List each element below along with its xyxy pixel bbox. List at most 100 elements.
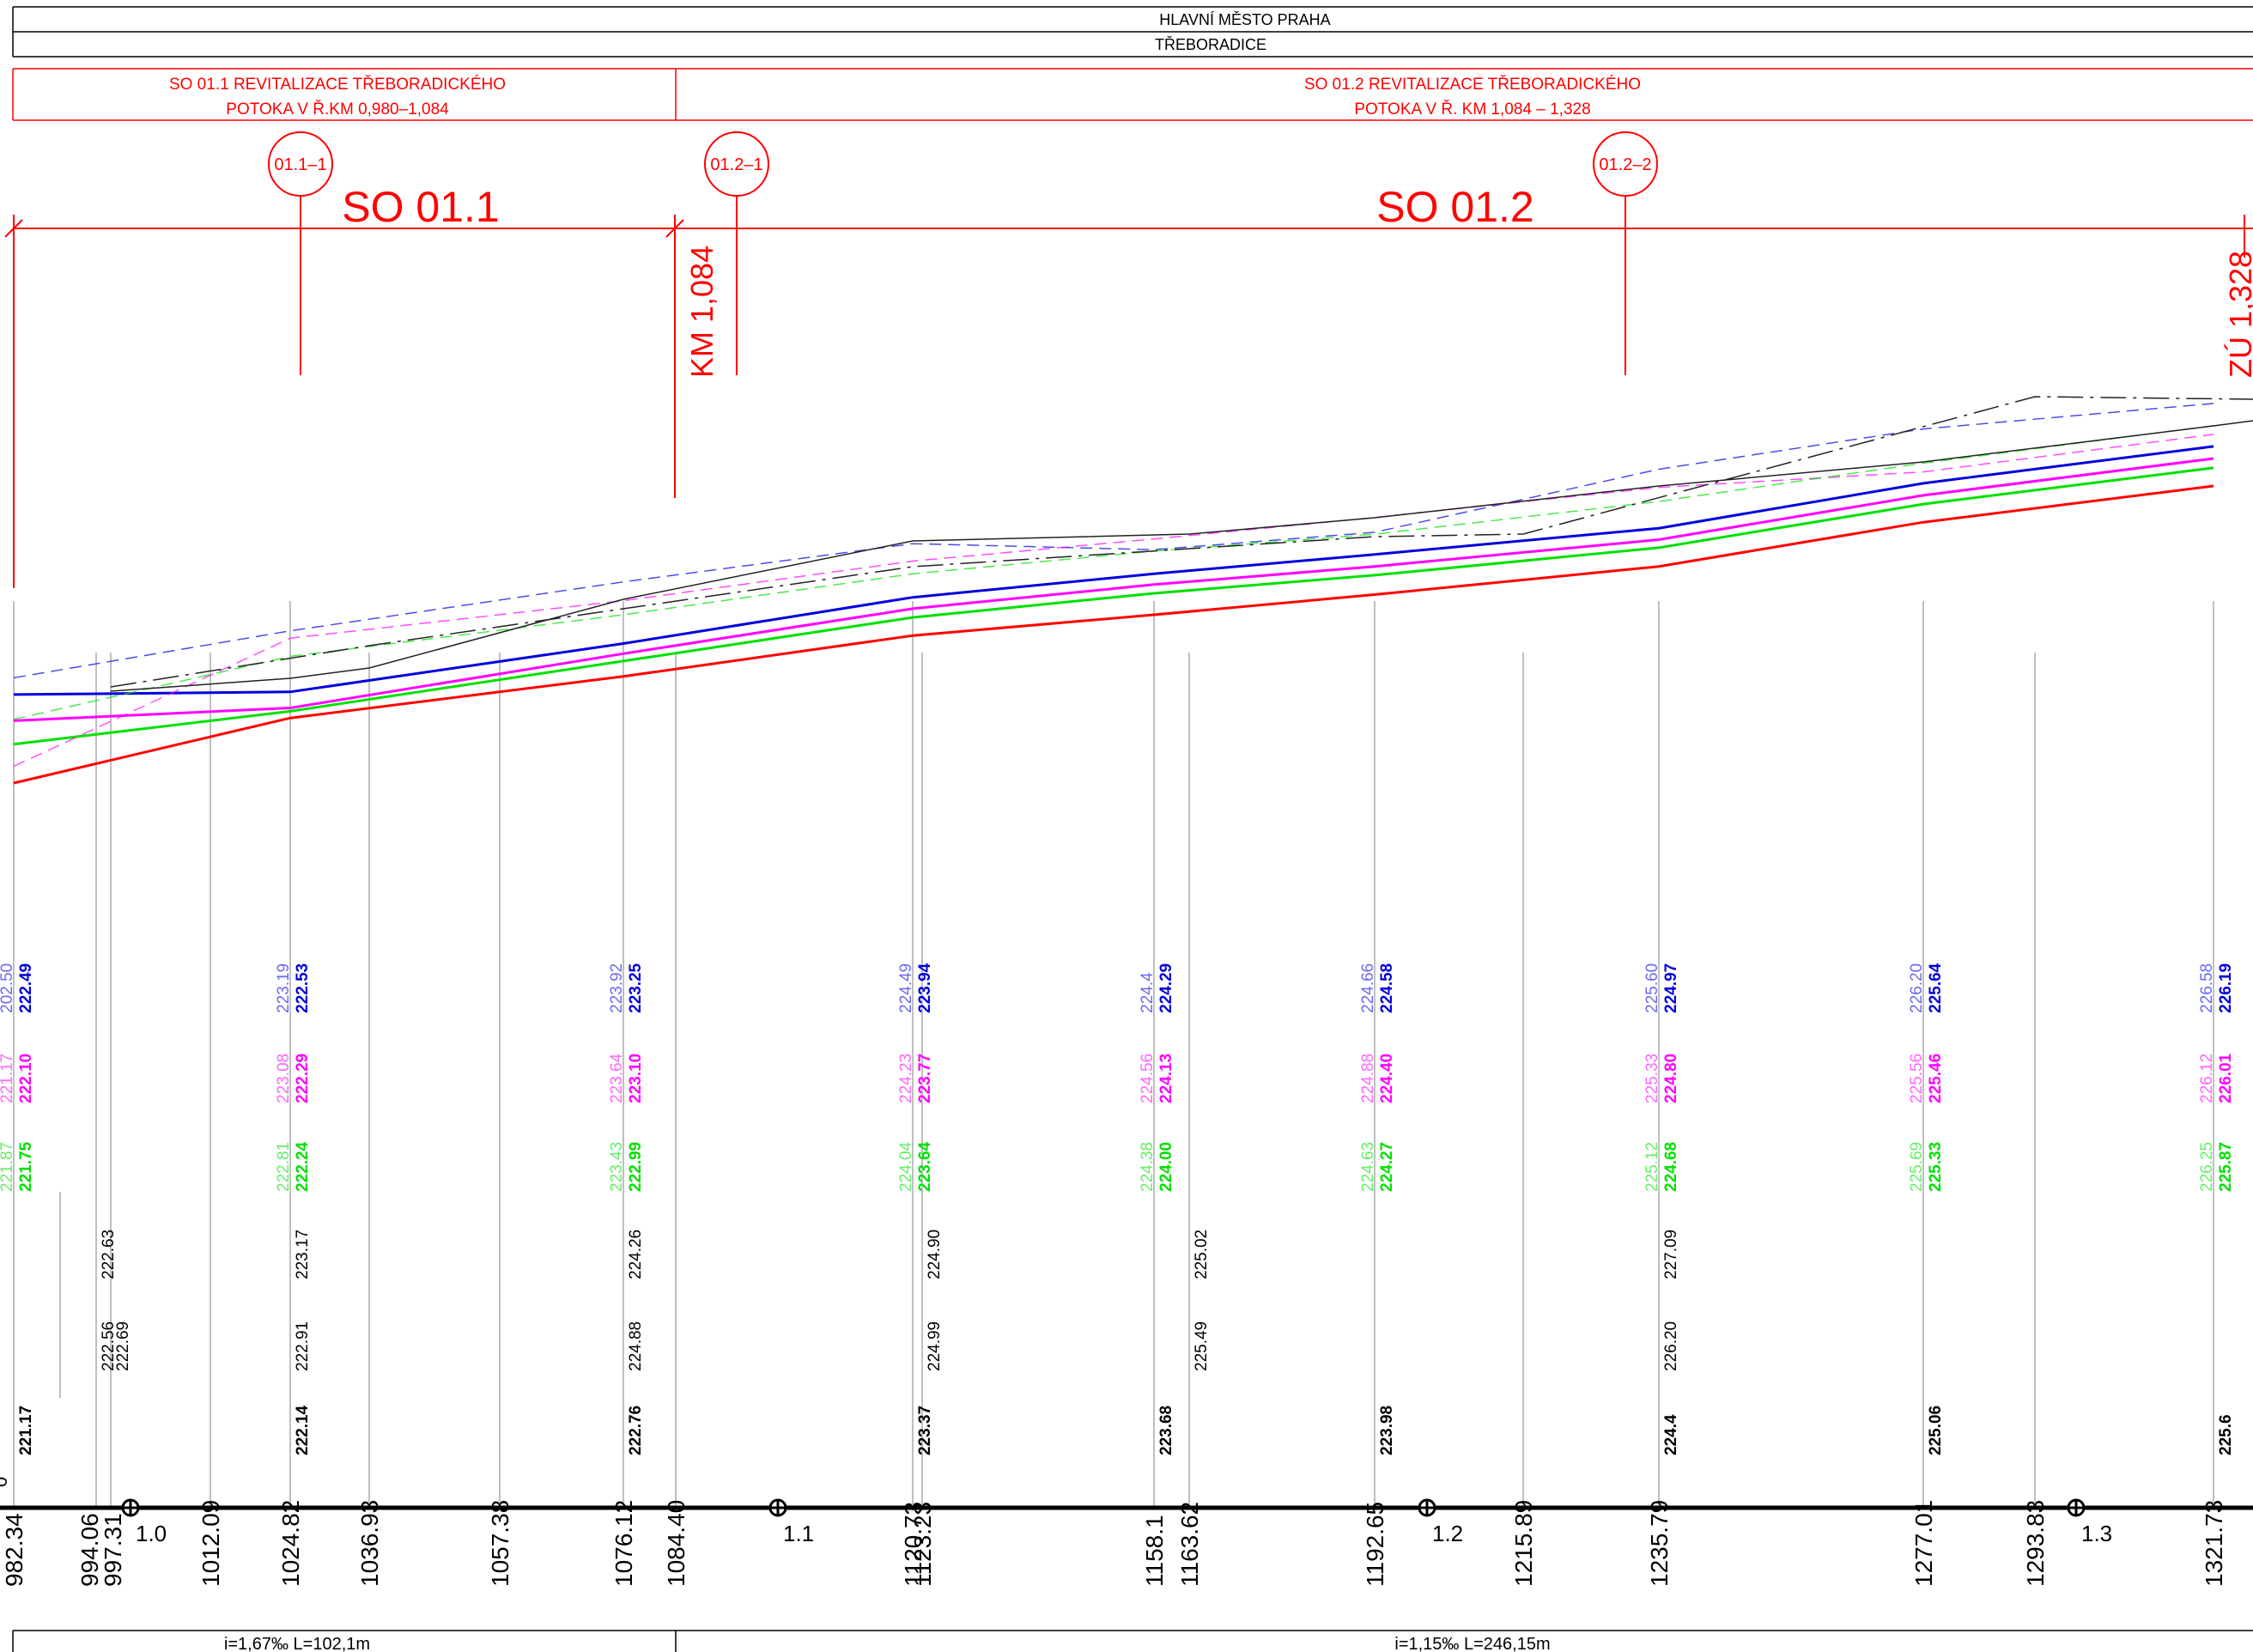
design-level-magenta: 223.77 [916, 1054, 934, 1103]
design-bottom-level: 223.68 [1157, 1406, 1175, 1455]
terrain-level: 224.99 [926, 1321, 944, 1371]
station-lines [13, 601, 2214, 1508]
existing-level-green: 226.25 [2198, 1142, 2216, 1192]
terrain-level: 222.56 [100, 1321, 118, 1371]
terrain-level: 224.90 [926, 1230, 944, 1279]
station-label: 1084.40 [663, 1500, 689, 1587]
terrain-level: 222.69 [114, 1321, 132, 1371]
design-bottom-level: 225.06 [1927, 1406, 1945, 1455]
existing-level-blue: 224.49 [897, 963, 915, 1013]
km-tick-label: 1.2 [1432, 1521, 1463, 1546]
section-1-big-label: SO 01.1 [342, 183, 499, 231]
design-level-magenta: 224.80 [1662, 1054, 1680, 1103]
design-level-green: 222.24 [294, 1141, 312, 1192]
station-label: 1057.38 [487, 1500, 513, 1587]
section-2-line1: SO 01.2 REVITALIZACE TŘEBORADICKÉHO [1304, 75, 1641, 94]
design-level-blue: 223.94 [916, 963, 934, 1013]
existing-terrain-line [110, 396, 2253, 688]
terrain-line [110, 420, 2253, 692]
profile-lines [13, 396, 2253, 785]
terrain-level: 226.20 [1662, 1321, 1680, 1371]
existing-level-magenta: 223.64 [608, 1053, 626, 1103]
station-label: 1123.23 [909, 1502, 936, 1587]
km-tick-label: 1.3 [2081, 1521, 2112, 1546]
design-level-green: 225.33 [1927, 1142, 1945, 1192]
km-mark-start-so012: KM 1,084 [684, 246, 720, 378]
station-label: 1235.79 [1646, 1500, 1673, 1587]
cross-section-label-2: 01.2–1 [710, 155, 762, 174]
design-level-green: 222.99 [627, 1142, 645, 1192]
cross-section-label-1: 01.1–1 [274, 155, 326, 174]
existing-level-green: 224.04 [897, 1141, 915, 1192]
section-extent-line [4, 215, 2253, 588]
profile-line-blue [13, 445, 2214, 696]
design-level-blue: 222.53 [294, 963, 312, 1013]
slope-label-1: i=1,67‰ L=102,1m [224, 1635, 370, 1652]
km-tick-label: 1.1 [783, 1521, 814, 1546]
existing-line-green [13, 424, 2214, 720]
design-bottom-level: 225.6 [2217, 1414, 2235, 1455]
design-level-blue: 225.64 [1927, 963, 1945, 1013]
cross-section-label-3: 01.2–2 [1599, 155, 1651, 174]
design-level-magenta: 224.40 [1378, 1054, 1396, 1103]
station-label: 982.34 [1, 1513, 27, 1587]
header-city: HLAVNÍ MĚSTO PRAHA [1159, 11, 1330, 28]
design-level-blue: 223.25 [627, 963, 645, 1013]
station-label: 1158.1 [1141, 1515, 1168, 1587]
design-level-green: 224.00 [1157, 1142, 1175, 1192]
terrain-level: 223.17 [294, 1230, 312, 1279]
existing-level-blue: 223.19 [275, 963, 293, 1013]
existing-level-blue: 226.58 [2198, 963, 2216, 1013]
existing-level-green: 221.87 [0, 1142, 16, 1192]
station-label: 1215.89 [1510, 1500, 1537, 1587]
existing-level-blue: 225.60 [1643, 963, 1661, 1013]
terrain-level: 222.63 [100, 1230, 118, 1279]
profile-line-red [13, 484, 2214, 785]
design-level-blue: 224.58 [1378, 963, 1396, 1013]
station-label: 1036.93 [356, 1500, 383, 1587]
existing-level-magenta: 223.08 [275, 1054, 293, 1103]
existing-level-magenta: 221.17 [0, 1054, 16, 1103]
design-bottom-level: 222.14 [294, 1405, 312, 1455]
design-level-green: 225.87 [2217, 1142, 2235, 1192]
header-frame [12, 6, 2253, 58]
existing-level-green: 224.63 [1359, 1142, 1377, 1192]
existing-level-green: 222.81 [275, 1142, 293, 1192]
km-ticks: 1.0 1.1 1.2 1.3 [121, 1498, 2112, 1546]
station-label: 997.31 [100, 1513, 126, 1587]
existing-line-magenta [13, 434, 2214, 768]
design-level-blue: 222.49 [17, 963, 35, 1013]
design-level-blue: 226.19 [2217, 963, 2235, 1013]
station-label: 1120.73 [900, 1502, 926, 1587]
existing-level-blue: 224.66 [1359, 963, 1377, 1013]
section-2-big-label: SO 01.2 [1376, 183, 1533, 231]
existing-level-blue: 202.50 [0, 963, 16, 1013]
design-level-green: 224.68 [1662, 1142, 1680, 1192]
existing-level-green: 224.38 [1139, 1142, 1157, 1192]
station-label: 994.06 [76, 1513, 103, 1587]
design-bottom-level: 221.17 [17, 1406, 35, 1455]
km-mark-end-so012: ZÚ 1,328 [2223, 251, 2253, 378]
profile-line-green [13, 466, 2214, 746]
design-level-blue: 224.97 [1662, 963, 1680, 1013]
design-level-green: 223.64 [916, 1141, 934, 1192]
station-label: 1293.83 [2022, 1500, 2049, 1587]
station-label: 1163.62 [1176, 1502, 1203, 1587]
design-bottom-level: 223.98 [1378, 1406, 1396, 1455]
existing-level-blue: 223.92 [608, 963, 626, 1013]
header-district: TŘEBORADICE [1155, 36, 1266, 53]
existing-level-magenta: 225.33 [1643, 1054, 1661, 1103]
design-bottom-level: 224.4 [1662, 1414, 1680, 1455]
design-level-green: 224.27 [1378, 1142, 1396, 1192]
section-1-line2: POTOKA V Ř.KM 0,980–1,084 [226, 100, 449, 118]
existing-level-green: 223.43 [608, 1142, 626, 1192]
design-level-magenta: 223.10 [627, 1054, 645, 1103]
design-bottom-level: 223.37 [916, 1406, 934, 1455]
existing-level-blue: 224.4 [1139, 972, 1157, 1013]
profile-line-magenta [13, 457, 2214, 722]
station-label: 1076.12 [610, 1500, 637, 1587]
edge-mark: 0 [0, 1477, 11, 1487]
design-level-green: 221.75 [17, 1141, 35, 1192]
